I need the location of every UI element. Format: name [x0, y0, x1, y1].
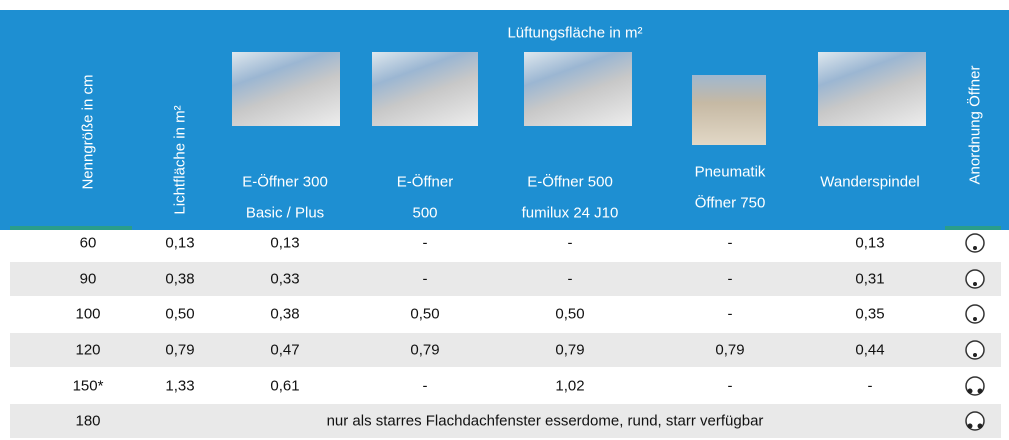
cell: 90 — [80, 271, 97, 288]
accent-bar — [10, 226, 132, 230]
column-header: Anordnung Öffner — [967, 66, 984, 185]
accent-bar — [945, 226, 1001, 230]
cell: - — [868, 378, 873, 395]
cell: - — [728, 306, 733, 323]
column-header: 500 — [412, 205, 437, 222]
cell: 100 — [75, 306, 100, 323]
product-image — [692, 75, 766, 145]
cell: 0,38 — [270, 306, 299, 323]
cell: 150* — [73, 378, 104, 395]
opener-icon — [964, 339, 986, 361]
cell: 0,38 — [165, 271, 194, 288]
column-header: Öffner 750 — [695, 195, 766, 212]
column-header: E-Öffner 500 — [527, 174, 613, 191]
column-header: Pneumatik — [695, 164, 766, 181]
page: Lüftungsfläche in m² Nenngröße in cm Lich… — [0, 0, 1009, 440]
product-image — [372, 52, 478, 126]
cell: nur als starres Flachdachfenster esserdo… — [327, 413, 764, 430]
group-title: Lüftungsfläche in m² — [507, 25, 642, 42]
cell: 0,33 — [270, 271, 299, 288]
product-image — [524, 52, 632, 126]
cell: 0,44 — [855, 342, 884, 359]
cell: 0,35 — [855, 306, 884, 323]
cell: 0,61 — [270, 378, 299, 395]
product-image — [818, 52, 926, 126]
cell: 0,50 — [165, 306, 194, 323]
cell: 0,13 — [270, 235, 299, 252]
cell: 60 — [80, 235, 97, 252]
cell: - — [423, 271, 428, 288]
cell: 0,50 — [410, 306, 439, 323]
cell: - — [728, 271, 733, 288]
cell: - — [568, 271, 573, 288]
cell: 0,13 — [855, 235, 884, 252]
product-image — [232, 52, 340, 126]
cell: 0,13 — [165, 235, 194, 252]
cell: 0,50 — [555, 306, 584, 323]
column-header: Nenngröße in cm — [80, 74, 97, 189]
opener-icon — [964, 375, 986, 397]
cell: 0,79 — [555, 342, 584, 359]
cell: 0,79 — [410, 342, 439, 359]
opener-icon — [964, 410, 986, 432]
cell: - — [423, 235, 428, 252]
column-header: Lichtfläche in m² — [172, 105, 189, 214]
opener-icon — [964, 232, 986, 254]
column-header: Basic / Plus — [246, 205, 324, 222]
cell: 180 — [75, 413, 100, 430]
cell: 1,02 — [555, 378, 584, 395]
cell: - — [568, 235, 573, 252]
cell: - — [423, 378, 428, 395]
cell: 0,31 — [855, 271, 884, 288]
row-background — [10, 262, 1001, 296]
cell: 0,47 — [270, 342, 299, 359]
column-header: Wanderspindel — [820, 174, 920, 191]
column-header: fumilux 24 J10 — [522, 205, 619, 222]
cell: - — [728, 378, 733, 395]
row-background — [10, 333, 1001, 367]
cell: 0,79 — [715, 342, 744, 359]
cell: 0,79 — [165, 342, 194, 359]
cell: - — [728, 235, 733, 252]
cell: 1,33 — [165, 378, 194, 395]
cell: 120 — [75, 342, 100, 359]
opener-icon — [964, 303, 986, 325]
column-header: E-Öffner 300 — [242, 174, 328, 191]
column-header: E-Öffner — [397, 174, 453, 191]
opener-icon — [964, 268, 986, 290]
